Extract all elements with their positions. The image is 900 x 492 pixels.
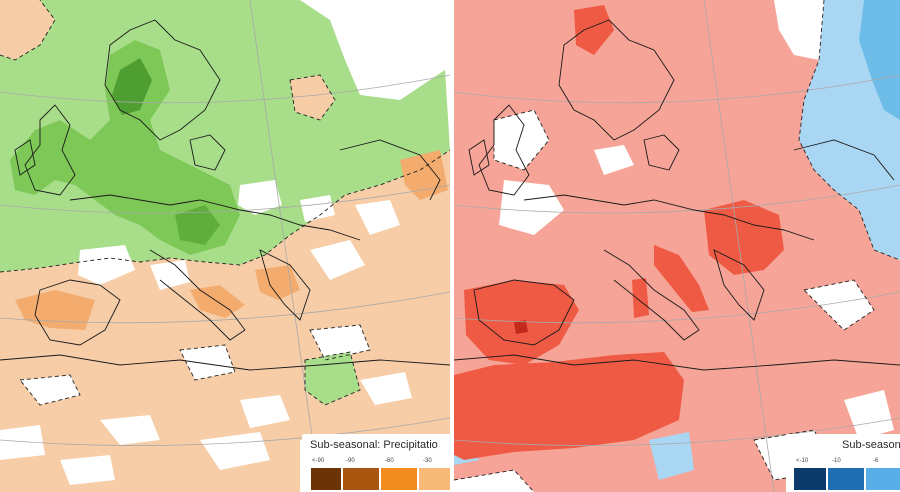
precipitation-map-canvas bbox=[0, 0, 450, 492]
warm-anomaly-italy bbox=[654, 245, 709, 312]
legend-tick-label: <-90 bbox=[312, 458, 325, 464]
precipitation-legend: Sub-seasonal: Precipitatio <-90 -90 -60 … bbox=[302, 434, 450, 492]
legend-swatch bbox=[311, 468, 341, 490]
temperature-map-canvas bbox=[454, 0, 900, 492]
legend-tick-label: -10 bbox=[832, 458, 841, 464]
panel-divider bbox=[450, 0, 454, 492]
precipitation-legend-title: Sub-seasonal: Precipitatio bbox=[310, 439, 438, 451]
legend-tick-label: <-10 bbox=[796, 458, 809, 464]
legend-swatch bbox=[381, 468, 417, 490]
wet-anomaly-max-2 bbox=[175, 205, 220, 245]
precipitation-map: Sub-seasonal: Precipitatio <-90 -90 -60 … bbox=[0, 0, 450, 492]
temperature-map: Sub-season <-10 -10 -6 bbox=[454, 0, 900, 492]
graticule bbox=[0, 0, 450, 492]
temperature-legend-title: Sub-season bbox=[842, 439, 900, 451]
dry-anomaly-north-patch bbox=[0, 0, 55, 60]
legend-swatch bbox=[419, 468, 450, 490]
dry-anomaly-region bbox=[0, 150, 450, 492]
legend-swatch bbox=[866, 468, 900, 490]
neutral-anomaly-areas bbox=[0, 180, 412, 485]
significance-contours bbox=[0, 0, 450, 406]
warm-anomaly-scandinavia bbox=[574, 5, 614, 55]
legend-tick-label: -90 bbox=[346, 458, 355, 464]
coastlines bbox=[0, 19, 450, 371]
dry-anomaly-north-patch-2 bbox=[290, 75, 335, 120]
legend-tick-label: -30 bbox=[423, 458, 432, 464]
coastlines bbox=[454, 19, 900, 371]
warm-anomaly-sardinia bbox=[632, 278, 649, 318]
warm-anomaly-max bbox=[514, 320, 528, 334]
cool-anomaly-strong bbox=[859, 0, 900, 120]
graticule bbox=[454, 0, 900, 492]
legend-tick-label: -6 bbox=[873, 458, 879, 464]
temperature-legend: Sub-season <-10 -10 -6 bbox=[786, 434, 900, 492]
legend-swatch bbox=[343, 468, 379, 490]
warm-anomaly-balkans bbox=[704, 200, 784, 275]
wet-anomaly-strong bbox=[10, 40, 240, 255]
legend-tick-label: -60 bbox=[385, 458, 394, 464]
legend-swatch bbox=[828, 468, 864, 490]
wet-anomaly-max bbox=[112, 58, 152, 115]
legend-swatch bbox=[794, 468, 826, 490]
warm-anomaly-africa bbox=[454, 352, 684, 460]
